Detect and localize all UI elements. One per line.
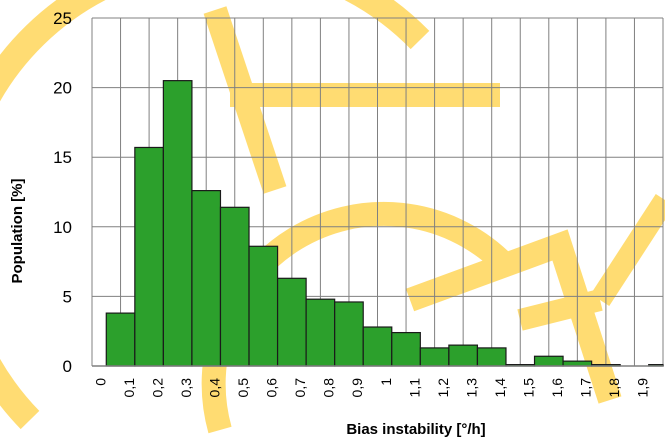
- x-tick-label: 1: [378, 378, 394, 386]
- bar-0-3: [162, 80, 193, 367]
- y-tick-label: 15: [53, 148, 72, 167]
- x-tick-labels: 0 0,1 0,2 0,3 0,4 0,5 0,6 0,7 0,8 0,9 1 1,1 1,2 1,3 1,…: [92, 378, 665, 398]
- bar-series: [105, 80, 664, 367]
- watermark-stroke-4: [517, 289, 603, 331]
- x-tick-label: 0,4: [206, 378, 222, 398]
- x-tick-label: 0,7: [292, 378, 308, 398]
- x-tick-label: 1,1: [406, 378, 422, 398]
- x-tick-label: 0,6: [264, 378, 280, 398]
- y-tick-label: 5: [63, 287, 72, 306]
- x-tick-label: 1,8: [606, 378, 622, 398]
- x-tick-label: 1,3: [463, 378, 479, 398]
- x-tick-label: 1,6: [549, 378, 565, 398]
- x-tick-label: 1,5: [521, 378, 537, 398]
- watermark-stroke-5: [590, 194, 665, 306]
- y-tick-labels: 0 5 10 15 20 25: [53, 9, 72, 376]
- x-tick-label: 0,1: [121, 378, 137, 398]
- bar-0-2: [134, 146, 164, 367]
- x-tick-label: 0,5: [235, 378, 251, 398]
- y-tick-label: 0: [63, 357, 72, 376]
- y-tick-label: 25: [53, 9, 72, 28]
- x-tick-label: 0,9: [349, 378, 365, 398]
- bar-0-9: [334, 301, 364, 367]
- y-axis-title: Population [%]: [9, 179, 26, 284]
- x-tick-label: 0,8: [321, 378, 337, 398]
- bar-1: [362, 326, 393, 367]
- bar-0-6: [248, 245, 279, 367]
- x-tick-label: 0: [92, 378, 108, 386]
- bar-1-4: [476, 347, 507, 367]
- x-tick-label: 1,4: [492, 378, 508, 398]
- y-tick-label: 20: [53, 79, 72, 98]
- x-tick-label: 1,9: [635, 378, 651, 398]
- x-axis-title: Bias instability [°/h]: [346, 421, 485, 438]
- watermark-logo: [0, 0, 665, 434]
- x-tick-label: 1,7: [578, 378, 594, 398]
- watermark-stroke-3: [405, 229, 622, 404]
- bar-0-8: [305, 298, 336, 367]
- bar-1-6: [533, 355, 564, 367]
- bar-1-3: [448, 344, 479, 367]
- bar-0-5: [219, 206, 250, 367]
- x-tick-label: 2: [663, 378, 665, 386]
- bar-1-2: [419, 347, 450, 367]
- bar-0-7: [276, 277, 307, 367]
- y-tick-label: 10: [53, 218, 72, 237]
- x-tick-label: 1,2: [435, 378, 451, 398]
- x-tick-label: 0,3: [178, 378, 194, 398]
- x-tick-label: 0,2: [149, 378, 165, 398]
- bar-1-1: [391, 331, 421, 367]
- bar-0-4: [191, 190, 222, 367]
- bar-0-1: [105, 312, 136, 367]
- watermark-arc-large: [0, 0, 430, 430]
